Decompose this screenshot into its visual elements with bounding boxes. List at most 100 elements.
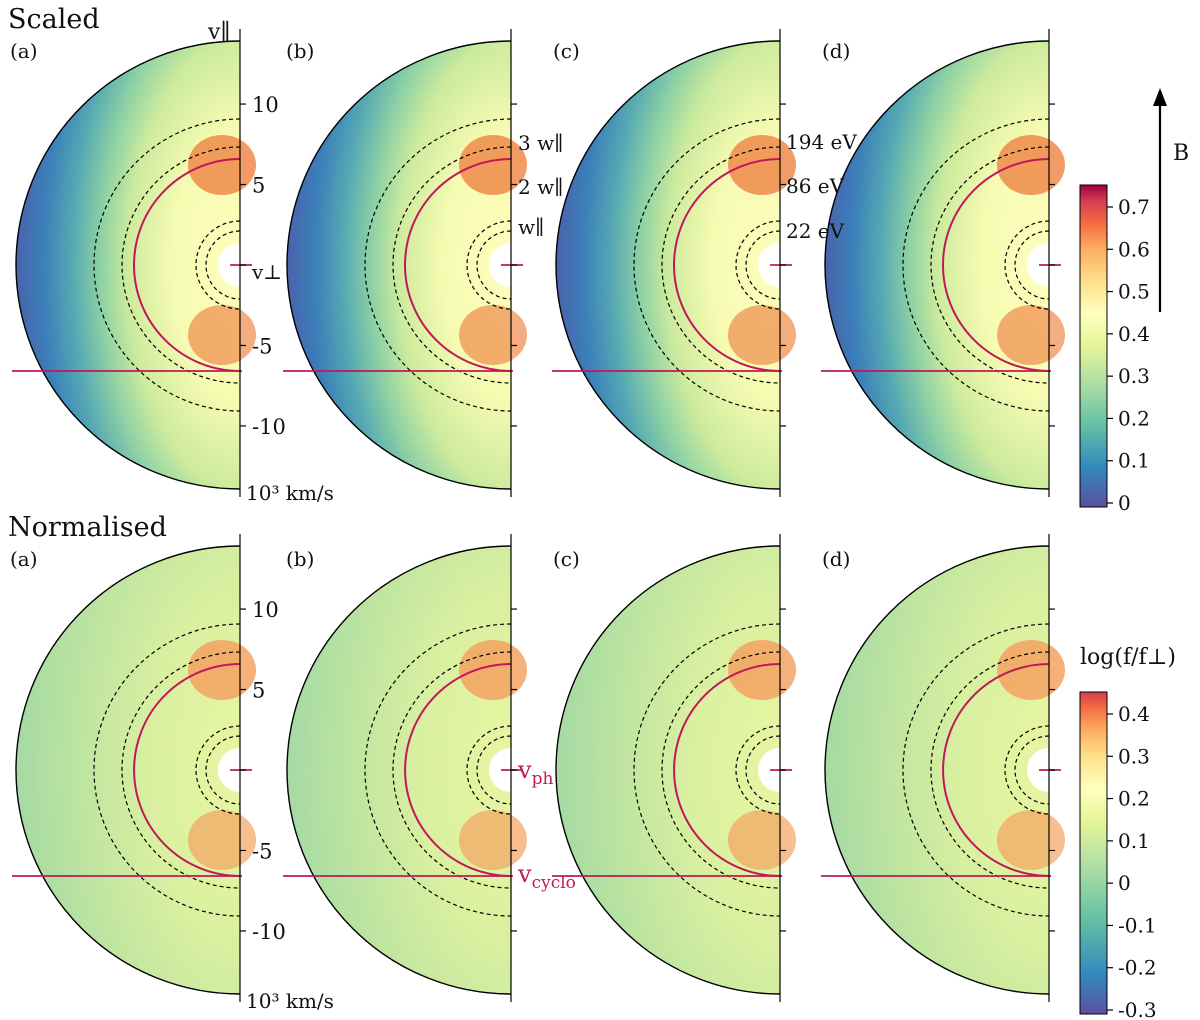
axis-tick-label: 10 [252, 93, 279, 117]
colorbar-tick-label: 0.1 [1118, 829, 1150, 853]
thermal-circle-3 [93, 118, 241, 412]
resonance-circle [673, 158, 781, 372]
thermal-circle-inner [205, 735, 241, 805]
v-ph-label-v: v [517, 756, 532, 784]
panel-scaled-4: (d) [821, 29, 1071, 497]
hotspot-1 [188, 640, 256, 700]
resonance-circle [942, 663, 1050, 877]
panel-label: (a) [10, 547, 38, 571]
resonance-circle [942, 158, 1050, 372]
hotspot-1 [728, 135, 796, 195]
hotspot-2 [728, 810, 796, 870]
thermal-circle-2 [392, 146, 512, 384]
thermal-circle-3 [364, 623, 512, 917]
row-title-normalised: Normalised [8, 512, 167, 543]
v-ph-label-sub: ph [532, 769, 554, 789]
thermal-label-3w: 3 w∥ [518, 131, 563, 155]
hotspot-1 [728, 640, 796, 700]
hotspot-1 [997, 640, 1065, 700]
axis-tick-label: 10 [252, 598, 279, 622]
distribution-fill [287, 41, 511, 489]
b-arrow-head [1153, 88, 1167, 106]
resonance-circle [133, 663, 241, 877]
panel-label: (c) [553, 547, 580, 571]
panel-label: (a) [10, 39, 38, 63]
hotspot-2 [997, 810, 1065, 870]
hotspot-2 [188, 810, 256, 870]
unit-label-top: 10³ km/s [246, 481, 334, 505]
resonance-circle [404, 663, 512, 877]
energy-label-22: 22 eV [786, 219, 845, 243]
thermal-circle-2 [121, 146, 241, 384]
thermal-circle-3 [633, 623, 781, 917]
thermal-circle-inner [745, 735, 781, 805]
panel-scaled-2: (b) [283, 29, 533, 497]
v-cyclo-label-sub: cyclo [532, 873, 576, 893]
axis-tick-label: -10 [252, 415, 286, 439]
thermal-circle-3 [633, 118, 781, 412]
outer-boundary-arc [286, 545, 512, 995]
panel-label: (d) [822, 547, 850, 571]
colorbar-tick-label: 0.4 [1118, 322, 1150, 346]
thermal-circle-inner [476, 735, 512, 805]
distribution-fill [16, 546, 240, 994]
hotspot-1 [459, 135, 527, 195]
distribution-fill [825, 41, 1049, 489]
axis-tick-label: -5 [252, 839, 272, 863]
axis-tick-label: -5 [252, 334, 272, 358]
distribution-fill [556, 546, 780, 994]
colorbar-tick-label: 0.7 [1118, 195, 1150, 219]
thermal-circle-2 [121, 651, 241, 889]
distribution-fill [825, 546, 1049, 994]
distribution-fill [556, 41, 780, 489]
resonance-circle [133, 158, 241, 372]
v-cyclo-label-v: v [517, 860, 532, 888]
thermal-label-2w: 2 w∥ [518, 175, 563, 199]
colorbar-norm-label: log(f/f⊥) [1080, 645, 1176, 670]
hotspot-2 [188, 305, 256, 365]
distribution-fill [16, 41, 240, 489]
panel-label: (b) [286, 39, 314, 63]
energy-label-86: 86 eV [786, 174, 845, 198]
resonance-circle [404, 158, 512, 372]
thermal-circle-2 [661, 146, 781, 384]
colorbar-normalised [1079, 691, 1108, 1015]
colorbar-tick-label: -0.1 [1118, 913, 1157, 937]
outer-boundary-arc [824, 545, 1050, 995]
panel-scaled-3: (c) [552, 29, 802, 497]
axis-tick-label: 5 [252, 174, 265, 198]
colorbar-tick-label: 0.3 [1118, 744, 1150, 768]
thermal-circle-3 [902, 623, 1050, 917]
axis-tick-label: -10 [252, 920, 286, 944]
colorbar-tick-label: -0.2 [1118, 956, 1157, 980]
row-title-scaled: Scaled [8, 4, 100, 35]
outer-boundary-arc [286, 40, 512, 490]
colorbar-tick-label: 0.4 [1118, 702, 1150, 726]
colorbar-scaled [1079, 184, 1108, 508]
colorbar-tick-label: 0 [1118, 871, 1131, 895]
panel-normalised-2: (b) [283, 534, 533, 1002]
energy-label-194: 194 eV [786, 130, 857, 154]
thermal-circle-3 [902, 118, 1050, 412]
colorbar-normalised-ticks: 0.4 0.3 0.2 0.1 0 -0.1 -0.2 -0.3 [1107, 702, 1157, 1020]
colorbar-scaled-ticks: 0.7 0.6 0.5 0.4 0.3 0.2 0.1 0 [1107, 195, 1150, 515]
panel-normalised-4: (d) [821, 534, 1071, 1002]
colorbar-tick-label: 0.3 [1118, 364, 1150, 388]
hotspot-1 [188, 135, 256, 195]
distribution-fill [287, 546, 511, 994]
outer-boundary-arc [555, 545, 781, 995]
colorbar-tick-label: 0.2 [1118, 787, 1150, 811]
hotspot-1 [459, 640, 527, 700]
colorbar-tick-label: 0.6 [1118, 237, 1150, 261]
hotspot-2 [459, 305, 527, 365]
v-cyclo-label: vcyclo [517, 860, 576, 893]
outer-boundary-arc [824, 40, 1050, 490]
unit-label-bottom: 10³ km/s [246, 989, 334, 1013]
thermal-circle-3 [364, 118, 512, 412]
axis-tick-label: 5 [252, 679, 265, 703]
outer-boundary-arc [15, 40, 241, 490]
thermal-circle-3 [93, 623, 241, 917]
hotspot-2 [459, 810, 527, 870]
panel-normalised-3: (c) [552, 534, 802, 1002]
